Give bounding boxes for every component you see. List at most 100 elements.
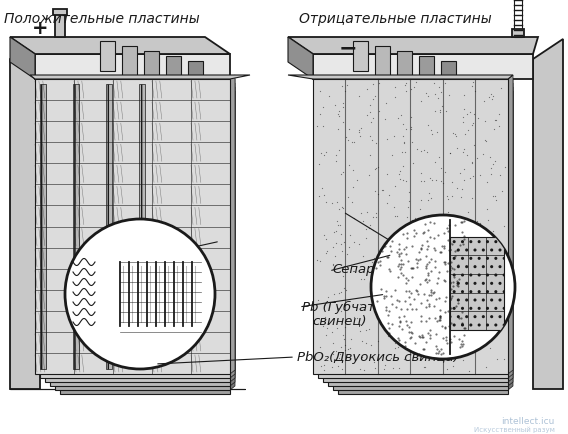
Point <box>452 303 461 310</box>
Point <box>385 325 394 332</box>
Point <box>462 332 471 339</box>
Point <box>320 192 329 199</box>
Point <box>357 354 366 361</box>
Polygon shape <box>230 88 235 386</box>
Point <box>402 347 411 354</box>
Point <box>385 243 394 250</box>
Point <box>394 251 403 258</box>
Point <box>379 243 388 250</box>
Point <box>352 177 361 184</box>
Point <box>440 297 449 304</box>
Point <box>422 246 431 253</box>
Point <box>416 281 425 288</box>
Point <box>381 248 390 255</box>
Point <box>486 316 495 323</box>
Point <box>424 303 433 310</box>
Point <box>401 178 410 185</box>
Point <box>459 292 468 299</box>
Point <box>331 348 340 355</box>
Point <box>337 344 346 351</box>
Point <box>403 258 412 265</box>
Point <box>435 295 444 302</box>
Point <box>491 158 500 165</box>
Point <box>424 259 433 266</box>
Point <box>328 243 337 250</box>
Point <box>422 304 431 311</box>
Text: Отрицательные пластины: Отрицательные пластины <box>299 12 492 26</box>
Point <box>373 298 382 305</box>
Point <box>396 261 406 268</box>
Point <box>466 175 475 182</box>
Point <box>374 319 383 326</box>
Point <box>458 319 467 326</box>
Point <box>444 222 453 229</box>
Point <box>435 332 444 339</box>
Point <box>407 289 416 296</box>
Point <box>338 273 347 280</box>
Point <box>402 214 411 221</box>
Point <box>343 82 352 89</box>
Point <box>426 332 435 339</box>
Point <box>394 343 403 350</box>
Point <box>421 354 430 361</box>
Point <box>398 229 407 236</box>
Polygon shape <box>122 47 137 77</box>
Point <box>371 258 381 265</box>
Point <box>312 257 321 264</box>
Point <box>447 305 456 312</box>
Point <box>423 293 432 300</box>
Text: PbO₂(Двуокись свинца): PbO₂(Двуокись свинца) <box>297 351 459 364</box>
Point <box>327 364 336 371</box>
Point <box>399 141 408 148</box>
Point <box>432 232 441 239</box>
Point <box>458 114 467 121</box>
Point <box>386 326 395 332</box>
Point <box>421 90 431 97</box>
Point <box>425 219 435 226</box>
Point <box>370 365 379 372</box>
Bar <box>50 92 230 386</box>
Point <box>463 209 473 216</box>
Point <box>402 322 411 329</box>
Point <box>426 327 435 334</box>
Point <box>473 326 482 333</box>
Point <box>440 278 449 285</box>
Point <box>411 310 420 317</box>
Point <box>400 150 410 157</box>
Point <box>452 282 461 289</box>
Polygon shape <box>508 88 513 386</box>
Point <box>463 291 472 298</box>
Point <box>345 232 354 239</box>
Point <box>384 255 393 262</box>
Point <box>448 131 457 138</box>
Point <box>395 319 404 326</box>
Point <box>453 262 462 269</box>
Point <box>393 263 402 270</box>
Point <box>367 342 376 349</box>
Point <box>433 95 442 102</box>
Point <box>424 190 433 197</box>
Point <box>450 131 460 138</box>
Point <box>339 100 348 107</box>
Point <box>458 119 467 126</box>
Point <box>386 333 395 340</box>
Point <box>378 222 387 229</box>
Point <box>321 199 331 206</box>
Point <box>424 212 433 219</box>
Point <box>437 90 446 97</box>
Polygon shape <box>230 84 235 382</box>
Point <box>349 268 358 275</box>
Point <box>390 84 399 91</box>
Point <box>460 321 469 328</box>
Point <box>405 198 414 205</box>
Point <box>375 348 384 355</box>
Point <box>441 336 450 343</box>
Point <box>370 93 379 100</box>
Point <box>374 308 383 315</box>
Point <box>427 256 436 263</box>
Point <box>388 152 397 159</box>
Point <box>444 259 453 266</box>
Point <box>394 275 403 282</box>
Polygon shape <box>288 76 513 80</box>
Point <box>321 250 331 256</box>
